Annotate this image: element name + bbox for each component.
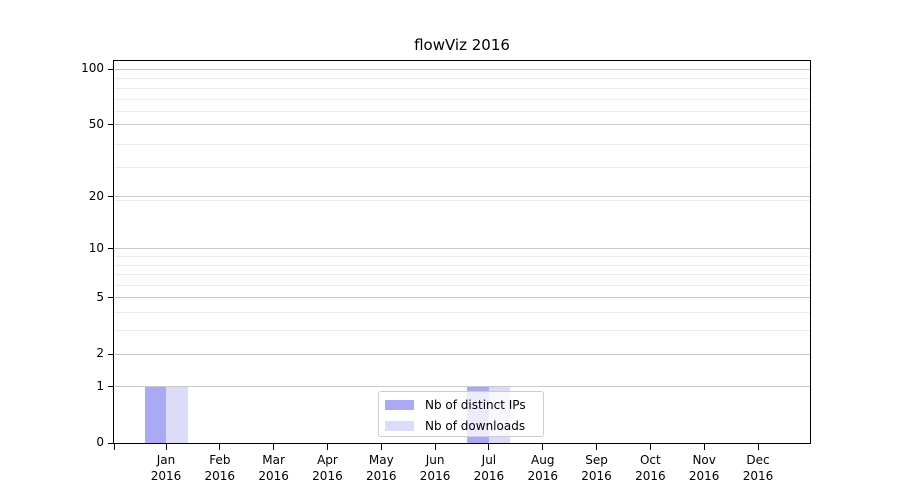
gridline-major-10 xyxy=(114,248,810,250)
x-tick-may xyxy=(380,444,382,450)
x-tick-year-dec: 2016 xyxy=(742,469,774,483)
x-tick-label-apr: Apr 2016 xyxy=(295,452,359,484)
x-tick-label-sep: Sep 2016 xyxy=(565,452,629,484)
x-tick-year-mar: 2016 xyxy=(258,469,289,483)
gridline-minor-6 xyxy=(114,284,810,286)
chart-title: flowViz 2016 xyxy=(414,36,510,54)
x-tick-year-oct: 2016 xyxy=(635,469,666,483)
gridline-minor-3 xyxy=(114,330,810,332)
x-tick-label-mar: Mar 2016 xyxy=(242,452,306,484)
x-tick-year-jan: 2016 xyxy=(150,469,182,483)
bar-nb-of-distinct-ips-jan xyxy=(144,386,166,443)
x-tick-year-may: 2016 xyxy=(365,469,397,483)
x-tick-label-jun: Jun 2016 xyxy=(403,452,467,484)
legend-item-distinct-ips: Nb of distinct IPs xyxy=(379,394,543,415)
y-tick-label-10: 10 xyxy=(88,240,104,255)
y-tick-label-5: 5 xyxy=(96,289,104,304)
legend: Nb of distinct IPs Nb of downloads xyxy=(378,391,544,437)
x-tick-oct xyxy=(649,444,651,450)
x-tick-label-jul: Jul 2016 xyxy=(457,452,521,484)
x-tick-month-sep: Sep xyxy=(585,453,608,467)
x-tick-label-oct: Oct 2016 xyxy=(618,452,682,484)
x-axis-corner-tick xyxy=(113,444,115,450)
gridline-major-100 xyxy=(114,68,810,70)
x-tick-year-sep: 2016 xyxy=(581,469,612,483)
gridline-major-1 xyxy=(114,386,810,388)
y-tick-2 xyxy=(108,353,114,355)
gridline-minor-39 xyxy=(114,143,810,145)
gridline-minor-89 xyxy=(114,78,810,80)
x-tick-month-aug: Aug xyxy=(531,453,555,467)
gridline-minor-69 xyxy=(114,98,810,100)
x-tick-month-jan: Jan xyxy=(156,453,176,467)
y-tick-label-1: 1 xyxy=(96,378,104,393)
gridline-minor-19 xyxy=(114,199,810,201)
y-tick-10 xyxy=(108,248,114,250)
x-tick-aug xyxy=(542,444,544,450)
gridline-minor-29 xyxy=(114,167,810,169)
x-tick-apr xyxy=(326,444,328,450)
x-tick-month-may: May xyxy=(368,453,394,467)
x-tick-year-feb: 2016 xyxy=(204,469,236,483)
x-tick-sep xyxy=(596,444,598,450)
x-tick-month-feb: Feb xyxy=(209,453,231,467)
x-tick-label-nov: Nov 2016 xyxy=(672,452,736,484)
gridline-minor-9 xyxy=(114,256,810,258)
x-tick-year-jun: 2016 xyxy=(419,469,451,483)
x-tick-month-oct: Oct xyxy=(639,453,661,467)
x-tick-feb xyxy=(219,444,221,450)
gridline-major-20 xyxy=(114,196,810,198)
x-tick-label-aug: Aug 2016 xyxy=(511,452,575,484)
x-tick-label-jan: Jan 2016 xyxy=(134,452,198,484)
x-tick-year-apr: 2016 xyxy=(312,469,343,483)
y-tick-5 xyxy=(108,297,114,299)
x-tick-dec xyxy=(757,444,759,450)
y-tick-100 xyxy=(108,68,114,70)
legend-swatch-downloads xyxy=(385,420,414,431)
x-tick-label-feb: Feb 2016 xyxy=(188,452,252,484)
x-tick-year-nov: 2016 xyxy=(688,469,720,483)
x-tick-nov xyxy=(703,444,705,450)
x-tick-month-apr: Apr xyxy=(317,453,338,467)
legend-label-downloads: Nb of downloads xyxy=(425,418,526,433)
x-tick-jun xyxy=(434,444,436,450)
y-tick-0 xyxy=(108,442,114,444)
x-tick-year-aug: 2016 xyxy=(527,469,558,483)
gridline-major-50 xyxy=(114,124,810,126)
y-tick-20 xyxy=(108,196,114,198)
legend-swatch-distinct-ips xyxy=(385,399,414,410)
legend-label-distinct-ips: Nb of distinct IPs xyxy=(425,397,526,412)
y-tick-label-50: 50 xyxy=(88,116,104,131)
y-tick-label-20: 20 xyxy=(88,188,104,203)
x-tick-month-mar: Mar xyxy=(262,453,285,467)
x-tick-label-may: May 2016 xyxy=(349,452,413,484)
gridline-minor-79 xyxy=(114,87,810,89)
gridline-minor-8 xyxy=(114,264,810,266)
legend-item-downloads: Nb of downloads xyxy=(379,415,543,436)
bar-nb-of-downloads-jan xyxy=(166,386,188,443)
x-tick-month-jun: Jun xyxy=(425,453,445,467)
gridline-minor-59 xyxy=(114,111,810,113)
x-tick-month-jul: Jul xyxy=(481,453,497,467)
x-tick-mar xyxy=(273,444,275,450)
x-tick-jan xyxy=(165,444,167,450)
gridline-major-2 xyxy=(114,353,810,355)
plot-area: Nb of distinct IPs Nb of downloads xyxy=(113,60,811,444)
gridline-minor-4 xyxy=(114,312,810,314)
y-tick-label-100: 100 xyxy=(81,61,104,76)
x-tick-month-nov: Nov xyxy=(692,453,716,467)
y-tick-50 xyxy=(108,124,114,126)
gridline-major-5 xyxy=(114,297,810,299)
x-tick-label-dec: Dec 2016 xyxy=(726,452,790,484)
x-tick-month-dec: Dec xyxy=(746,453,770,467)
x-tick-year-jul: 2016 xyxy=(473,469,505,483)
y-tick-label-0: 0 xyxy=(96,435,104,449)
y-tick-label-2: 2 xyxy=(96,346,104,361)
gridline-minor-7 xyxy=(114,274,810,276)
y-tick-1 xyxy=(108,386,114,388)
x-tick-jul xyxy=(488,444,490,450)
